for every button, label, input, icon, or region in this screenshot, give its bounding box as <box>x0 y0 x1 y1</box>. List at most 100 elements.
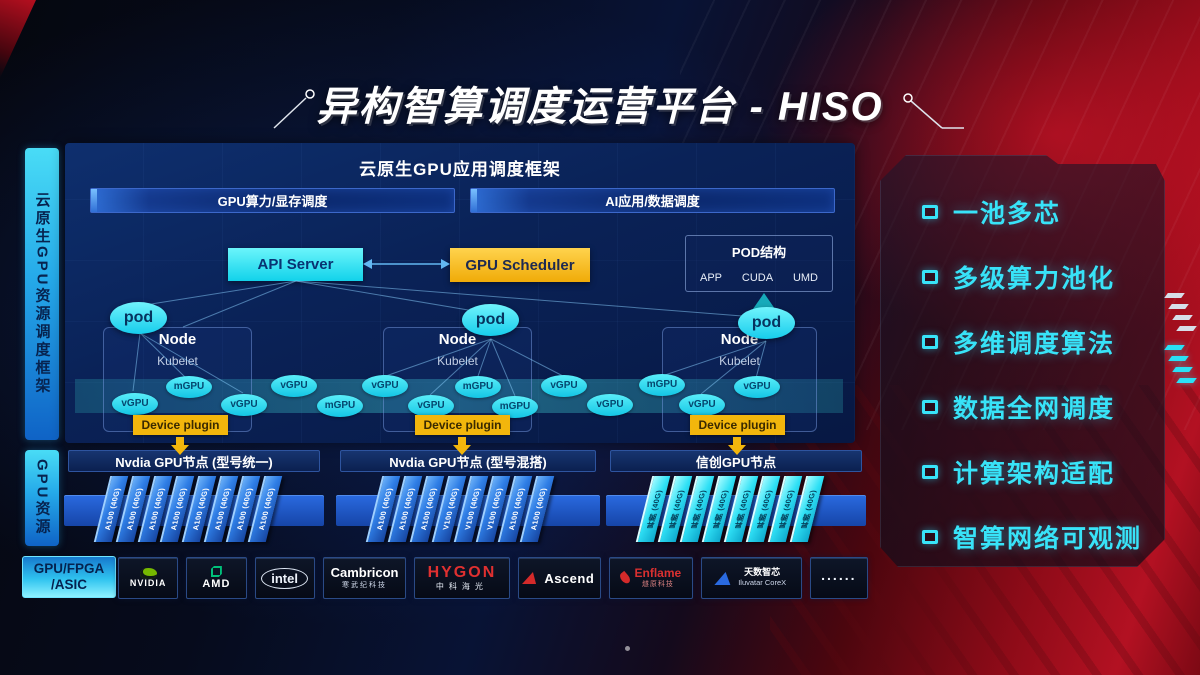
connection-lines <box>132 259 775 397</box>
feature-item: 多级算力池化 <box>922 260 1115 294</box>
gpu-ellipse: mGPU <box>317 395 363 417</box>
vendor-name: Cambricon <box>330 565 399 580</box>
sidebar-framework-label: 云原生GPU资源调度框架 <box>33 192 51 396</box>
vendor-hygon: HYGON 中科海光 <box>414 557 510 599</box>
pod-struct-title: POD结构 <box>731 245 787 260</box>
scheduling-bar-ai: AI应用/数据调度 <box>470 188 835 213</box>
feature-label: 多级算力池化 <box>953 265 1116 293</box>
api-server-box: API Server <box>228 248 363 281</box>
feature-item: 数据全网调度 <box>922 390 1115 424</box>
gpu-card-row: 昇腾 (40G) 昇腾 (40G) 昇腾 (40G) 昇腾 (40G) 昇腾 (40G)… <box>635 476 825 542</box>
sidebar-hardware-label: GPU/FPGA /ASIC <box>33 560 105 592</box>
feature-item: 一池多芯 <box>922 195 1061 229</box>
vendor-name: ...... <box>821 567 857 583</box>
vendor-iluvatar: 天数智芯 Iluvatar CoreX <box>700 557 802 599</box>
node-label: Node <box>158 331 197 348</box>
title-decoration-left <box>273 89 315 129</box>
gpu-section-header: Nvdia GPU节点 (型号统一) <box>68 450 320 472</box>
gpu-ellipse: mGPU <box>492 396 538 418</box>
scheduling-bar-gpu: GPU算力/显存调度 <box>90 188 455 213</box>
hatch-decoration <box>1172 315 1193 320</box>
vendor-name: intel <box>261 567 308 589</box>
feature-panel: 一池多芯 多级算力池化 多维调度算法 数据全网调度 计算架构适配 智算网络可观测 <box>880 155 1165 567</box>
gpu-ellipse: mGPU <box>639 374 685 396</box>
feature-item: 智算网络可观测 <box>922 520 1142 554</box>
vendor-intel: intel <box>254 557 315 599</box>
hatch-decoration <box>1168 304 1189 309</box>
down-arrow-icon <box>453 437 471 457</box>
feature-label: 数据全网调度 <box>953 395 1116 423</box>
pod-ellipse-2: pod <box>462 304 519 336</box>
title-decoration-right <box>903 93 964 129</box>
gpu-ellipse: vGPU <box>541 375 587 397</box>
framework-panel: 云原生GPU应用调度框架 GPU算力/显存调度 AI应用/数据调度 <box>65 143 855 455</box>
gpu-ellipse: mGPU <box>166 376 212 398</box>
pod-struct-item: APP <box>700 272 723 284</box>
vendor-name: Ascend <box>544 570 595 586</box>
hatch-decoration <box>1168 356 1189 361</box>
sidebar-gpu-bar: GPU资源 <box>25 450 59 546</box>
gpu-scheduler-box: GPU Scheduler <box>450 248 590 282</box>
corner-red-accent <box>0 0 36 78</box>
device-plugin-2: Device plugin <box>415 415 510 435</box>
pod-ellipse-1: pod <box>110 302 167 334</box>
iluvatar-logo-icon <box>714 571 734 585</box>
gpu-section-xinchuang: 信创GPU节点 昇腾 (40G) 昇腾 (40G) 昇腾 (40G) 昇腾 (40G)… <box>606 450 866 548</box>
kubelet-label: Kubelet <box>719 354 760 368</box>
gpu-ellipse: vGPU <box>221 394 267 416</box>
hatch-decoration <box>1176 378 1197 383</box>
vendor-ascend: Ascend <box>517 557 602 599</box>
vendor-subname: 燧原科技 <box>641 581 674 589</box>
vendor-more: ...... <box>809 557 868 599</box>
ascend-logo-icon <box>522 572 541 584</box>
gpu-section-header: Nvdia GPU节点 (型号混搭) <box>340 450 596 472</box>
gpu-ellipse: vGPU <box>679 394 725 416</box>
pod-struct-items: APP CUDA UMD <box>686 261 832 286</box>
hatch-decoration <box>1172 367 1193 372</box>
vendor-name: AMD <box>202 577 231 590</box>
feature-item: 多维调度算法 <box>922 325 1115 359</box>
gpu-ellipse: vGPU <box>271 375 317 397</box>
gpu-ellipse: vGPU <box>587 394 633 416</box>
pod-struct-item: CUDA <box>741 272 774 284</box>
vendor-name: Enflame <box>634 566 682 581</box>
pod-struct-box: POD结构 APP CUDA UMD <box>685 235 833 292</box>
feature-label: 一池多芯 <box>953 200 1062 228</box>
square-bullet-icon <box>922 335 938 349</box>
nvidia-logo-icon <box>139 567 157 579</box>
pod-struct-item: UMD <box>792 272 818 284</box>
sidebar-framework-bar: 云原生GPU资源调度框架 <box>25 148 59 440</box>
sidebar-gpu-label: GPU资源 <box>33 459 51 537</box>
gpu-section-nvidia-uniform: Nvdia GPU节点 (型号统一) A100 (40G) A100 (40G) A… <box>64 450 324 548</box>
vendor-name: 天数智芯 <box>744 567 781 578</box>
down-arrow-icon <box>728 437 746 457</box>
vendor-name: HYGON <box>427 564 497 582</box>
vendor-enflame: Enflame 燧原科技 <box>609 557 693 599</box>
device-plugin-3: Device plugin <box>690 415 785 435</box>
device-plugin-1: Device plugin <box>133 415 228 435</box>
footer-dot <box>625 646 630 651</box>
vendor-amd: AMD <box>186 557 247 599</box>
feature-item: 计算架构适配 <box>922 455 1115 489</box>
gpu-ellipse: vGPU <box>408 395 454 417</box>
page-title: 异构智算调度运营平台 - HISO <box>316 85 884 129</box>
vendor-logo-row: NVIDIA AMD intel Cambricon 寒武纪科技 HYGON 中… <box>118 557 868 599</box>
vendor-name: NVIDIA <box>129 577 167 588</box>
kubelet-label: Kubelet <box>157 354 198 368</box>
down-arrow-icon <box>171 437 189 457</box>
node-label: Node <box>438 331 477 348</box>
hatch-decoration <box>1176 326 1197 331</box>
square-bullet-icon <box>922 205 938 219</box>
hatch-decoration <box>1164 293 1185 298</box>
vendor-subname: Iluvatar CoreX <box>738 578 787 588</box>
pod-ellipse-3: pod <box>738 307 795 339</box>
gpu-ellipse: vGPU <box>734 376 780 398</box>
vendor-cambricon: Cambricon 寒武纪科技 <box>322 557 407 599</box>
hatch-decoration <box>1164 345 1185 350</box>
framework-header: 云原生GPU应用调度框架 <box>359 160 561 179</box>
gpu-card-row: A100 (40G) A100 (40G) A100 (40G) V100 (40G)… <box>365 476 555 542</box>
gpu-ellipse: mGPU <box>455 376 501 398</box>
gpu-ellipse: vGPU <box>112 393 158 415</box>
amd-logo-icon <box>210 565 222 577</box>
